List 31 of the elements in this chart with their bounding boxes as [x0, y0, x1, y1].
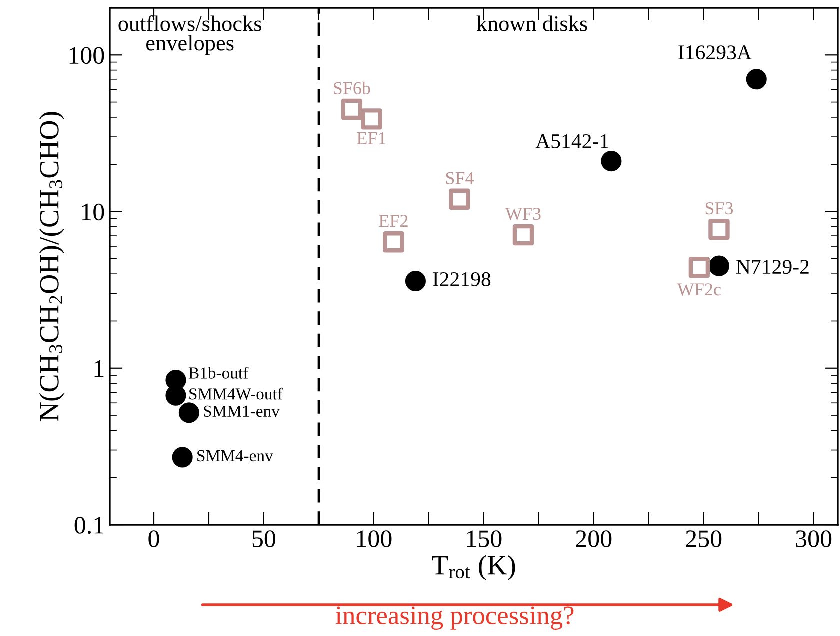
x-tick-label: 300: [796, 530, 832, 548]
annotation: SF6b: [334, 82, 370, 95]
annotation: WF2c: [677, 284, 721, 296]
text: increasing processing?: [336, 606, 574, 630]
annotation: EF2: [379, 215, 408, 228]
annotation: SMM1-env: [204, 406, 280, 418]
annotation: SF4: [446, 172, 474, 184]
annotation: SMM4-env: [198, 450, 274, 462]
annotation: B1b-outf: [188, 366, 249, 379]
annotation: WF3: [505, 208, 541, 220]
annotation: A5142-1: [536, 134, 608, 148]
x-tick-label: 200: [576, 530, 612, 548]
y-tick-label: 1: [94, 360, 104, 378]
x-tick-label: 0: [148, 530, 160, 548]
x-axis-title: T$_{rot}$ (K): [432, 555, 516, 580]
annotation: N7129-2: [736, 260, 809, 274]
x-tick-label: 250: [686, 530, 722, 548]
annotation: known disks: [476, 16, 588, 32]
annotation: SMM4W-outf: [190, 388, 283, 400]
y-tick-label: 10: [82, 204, 104, 221]
x-tick-label: 150: [467, 530, 502, 548]
y-tick-label: 0.1: [74, 517, 104, 534]
annotation: I22198: [433, 272, 491, 286]
x-tick-label: 100: [357, 530, 392, 548]
y-axis-title: N(CH$_{3}$CH$_{2}$OH)/(CH$_{3}$CHO): [39, 112, 64, 422]
y-tick-label: 100: [70, 47, 104, 64]
x-tick-label: 50: [252, 530, 276, 548]
annotation: SF3: [706, 202, 734, 215]
annotation: outflows/shocks envelopes: [118, 16, 262, 56]
annotation: EF1: [357, 132, 386, 144]
annotation: I16293A: [678, 46, 752, 60]
